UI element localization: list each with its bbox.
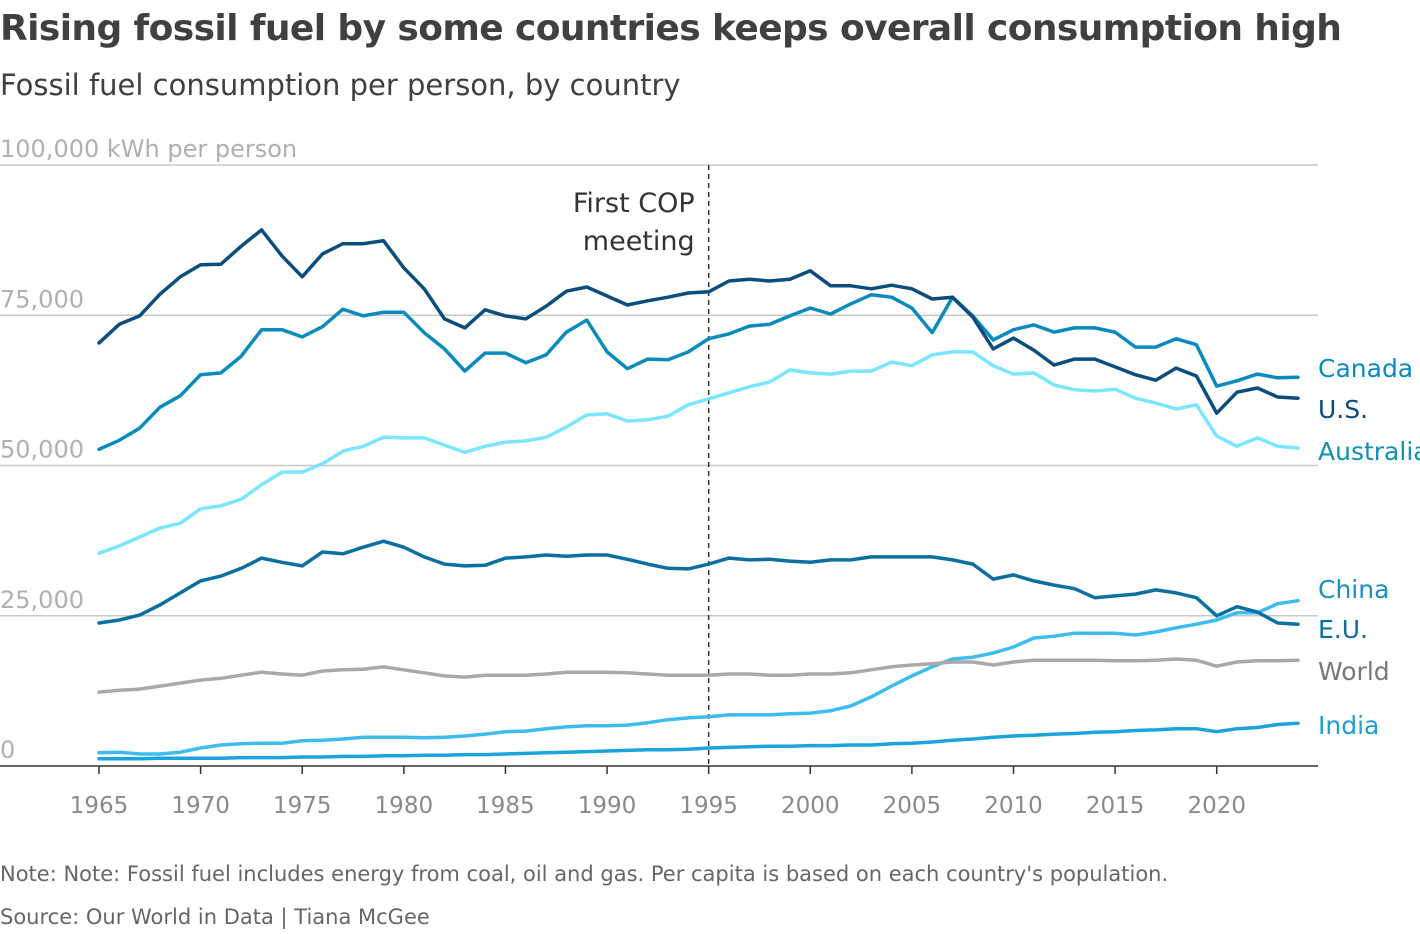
x-tick-label: 1975 [273, 793, 332, 819]
series-line-china [97, 598, 1300, 756]
series-label-eu: E.U. [1318, 615, 1368, 644]
x-tick-label: 1970 [171, 793, 230, 819]
chart-title: Rising fossil fuel by some countries kee… [0, 8, 1342, 49]
y-tick-label: 50,000 [0, 436, 84, 464]
x-tick-label: 1985 [476, 793, 535, 819]
series-label-us: U.S. [1318, 395, 1368, 424]
x-tick-label: 2010 [984, 793, 1043, 819]
y-tick-label: 100,000 kWh per person [0, 135, 297, 163]
x-tick-label: 2015 [1086, 793, 1145, 819]
chart-source: Source: Our World in Data | Tiana McGee [0, 905, 430, 929]
x-tick-label: 2000 [781, 793, 840, 819]
chart-note: Note: Note: Fossil fuel includes energy … [0, 862, 1169, 886]
series-line-india [97, 721, 1300, 761]
series-line-canada [97, 293, 1300, 452]
series-line-us [97, 228, 1300, 415]
annotation-text: First COP [573, 188, 695, 219]
series-line-world [97, 657, 1300, 694]
x-tick-label: 1980 [375, 793, 434, 819]
annotation-text: meeting [583, 226, 695, 257]
series-line-australia [97, 350, 1300, 555]
x-tick-label: 1990 [578, 793, 637, 819]
series-label-india: India [1318, 711, 1379, 740]
y-tick-label: 75,000 [0, 285, 84, 313]
series-label-world: World [1318, 657, 1390, 686]
series-label-australia: Australia [1318, 437, 1420, 466]
x-tick-label: 1965 [70, 793, 129, 819]
x-tick-label: 2005 [883, 793, 942, 819]
x-tick-label: 2020 [1187, 793, 1246, 819]
series-label-canada: Canada [1318, 354, 1413, 383]
chart-subtitle: Fossil fuel consumption per person, by c… [0, 68, 681, 102]
y-tick-label: 25,000 [0, 586, 84, 614]
x-tick-label: 1995 [679, 793, 738, 819]
series-label-china: China [1318, 575, 1389, 604]
y-tick-label: 0 [0, 736, 15, 764]
series-line-eu [97, 539, 1300, 626]
